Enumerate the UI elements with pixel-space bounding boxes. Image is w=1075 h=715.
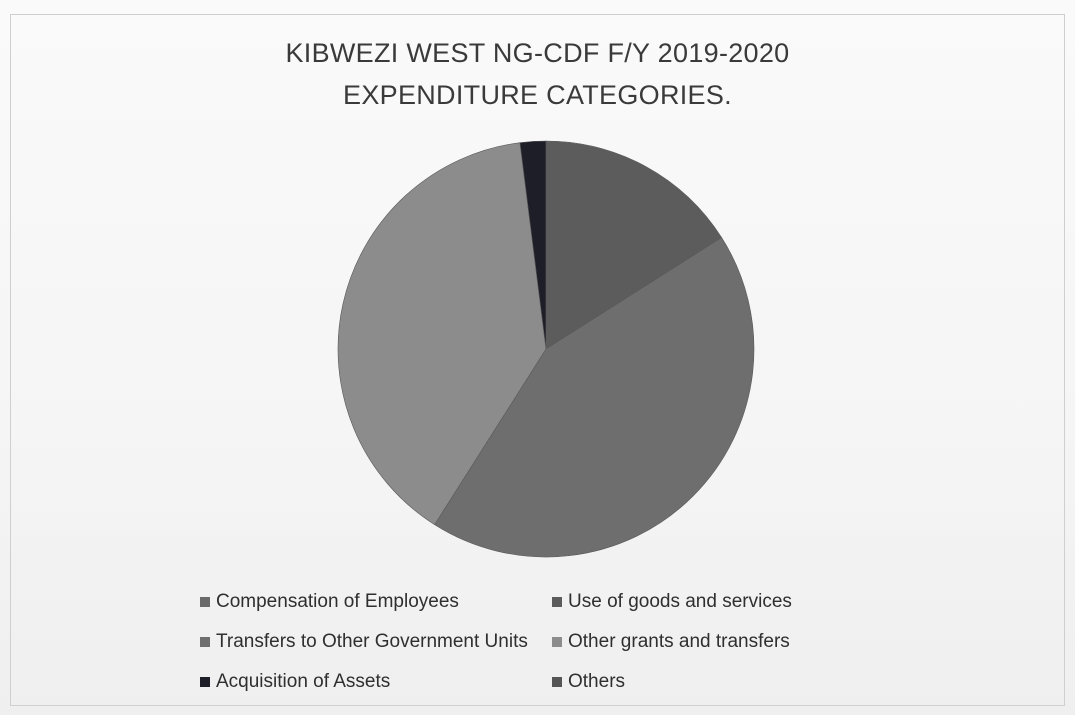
legend-swatch [200, 597, 210, 607]
legend-label: Others [568, 671, 626, 692]
legend-label: Transfers to Other Government Units [216, 631, 528, 652]
legend-label: Use of goods and services [568, 591, 792, 612]
legend-label: Compensation of Employees [216, 591, 459, 612]
legend-item: Acquisition of Assets [200, 668, 552, 696]
legend-swatch [200, 637, 210, 647]
chart-legend: Compensation of Employees Use of goods an… [200, 588, 900, 696]
legend-swatch [552, 677, 562, 687]
legend-item: Transfers to Other Government Units [200, 628, 552, 656]
pie-slice-acquisition-of-assets [519, 140, 547, 350]
legend-label: Other grants and transfers [568, 631, 790, 652]
pie-slice-transfers-to-other-government-units [434, 237, 755, 558]
legend-swatch [552, 637, 562, 647]
chart-frame [10, 14, 1065, 706]
pie-slice-use-of-goods-and-services [545, 140, 723, 350]
chart-title-line-2: EXPENDITURE CATEGORIES. [343, 80, 732, 110]
legend-item: Use of goods and services [552, 588, 892, 616]
legend-label: Acquisition of Assets [216, 671, 391, 692]
legend-item: Compensation of Employees [200, 588, 552, 616]
chart-title-line-1: KIBWEZI WEST NG-CDF F/Y 2019-2020 [285, 38, 790, 68]
legend-swatch [200, 677, 210, 687]
legend-item: Others [552, 668, 892, 696]
legend-swatch [552, 597, 562, 607]
legend-item: Other grants and transfers [552, 628, 892, 656]
chart-title: KIBWEZI WEST NG-CDF F/Y 2019-2020 EXPEND… [0, 32, 1075, 116]
pie-slice-other-grants-and-transfers [337, 142, 547, 526]
